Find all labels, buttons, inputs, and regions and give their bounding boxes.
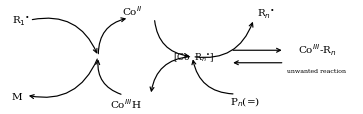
- Text: [Co  R$_n$$^{\bullet}$]: [Co R$_n$$^{\bullet}$]: [173, 51, 215, 63]
- Text: M: M: [12, 92, 22, 101]
- Text: Co$^{II}$: Co$^{II}$: [122, 4, 143, 18]
- Text: unwanted reaction: unwanted reaction: [287, 68, 346, 73]
- Text: R$_n$$^{\bullet}$: R$_n$$^{\bullet}$: [257, 8, 276, 21]
- Text: P$_n$(=): P$_n$(=): [230, 94, 260, 108]
- Text: Co$^{III}$H: Co$^{III}$H: [110, 96, 141, 110]
- Text: Co$^{III}$-R$_n$: Co$^{III}$-R$_n$: [298, 43, 337, 58]
- Text: R$_1$$^{\bullet}$: R$_1$$^{\bullet}$: [12, 14, 30, 28]
